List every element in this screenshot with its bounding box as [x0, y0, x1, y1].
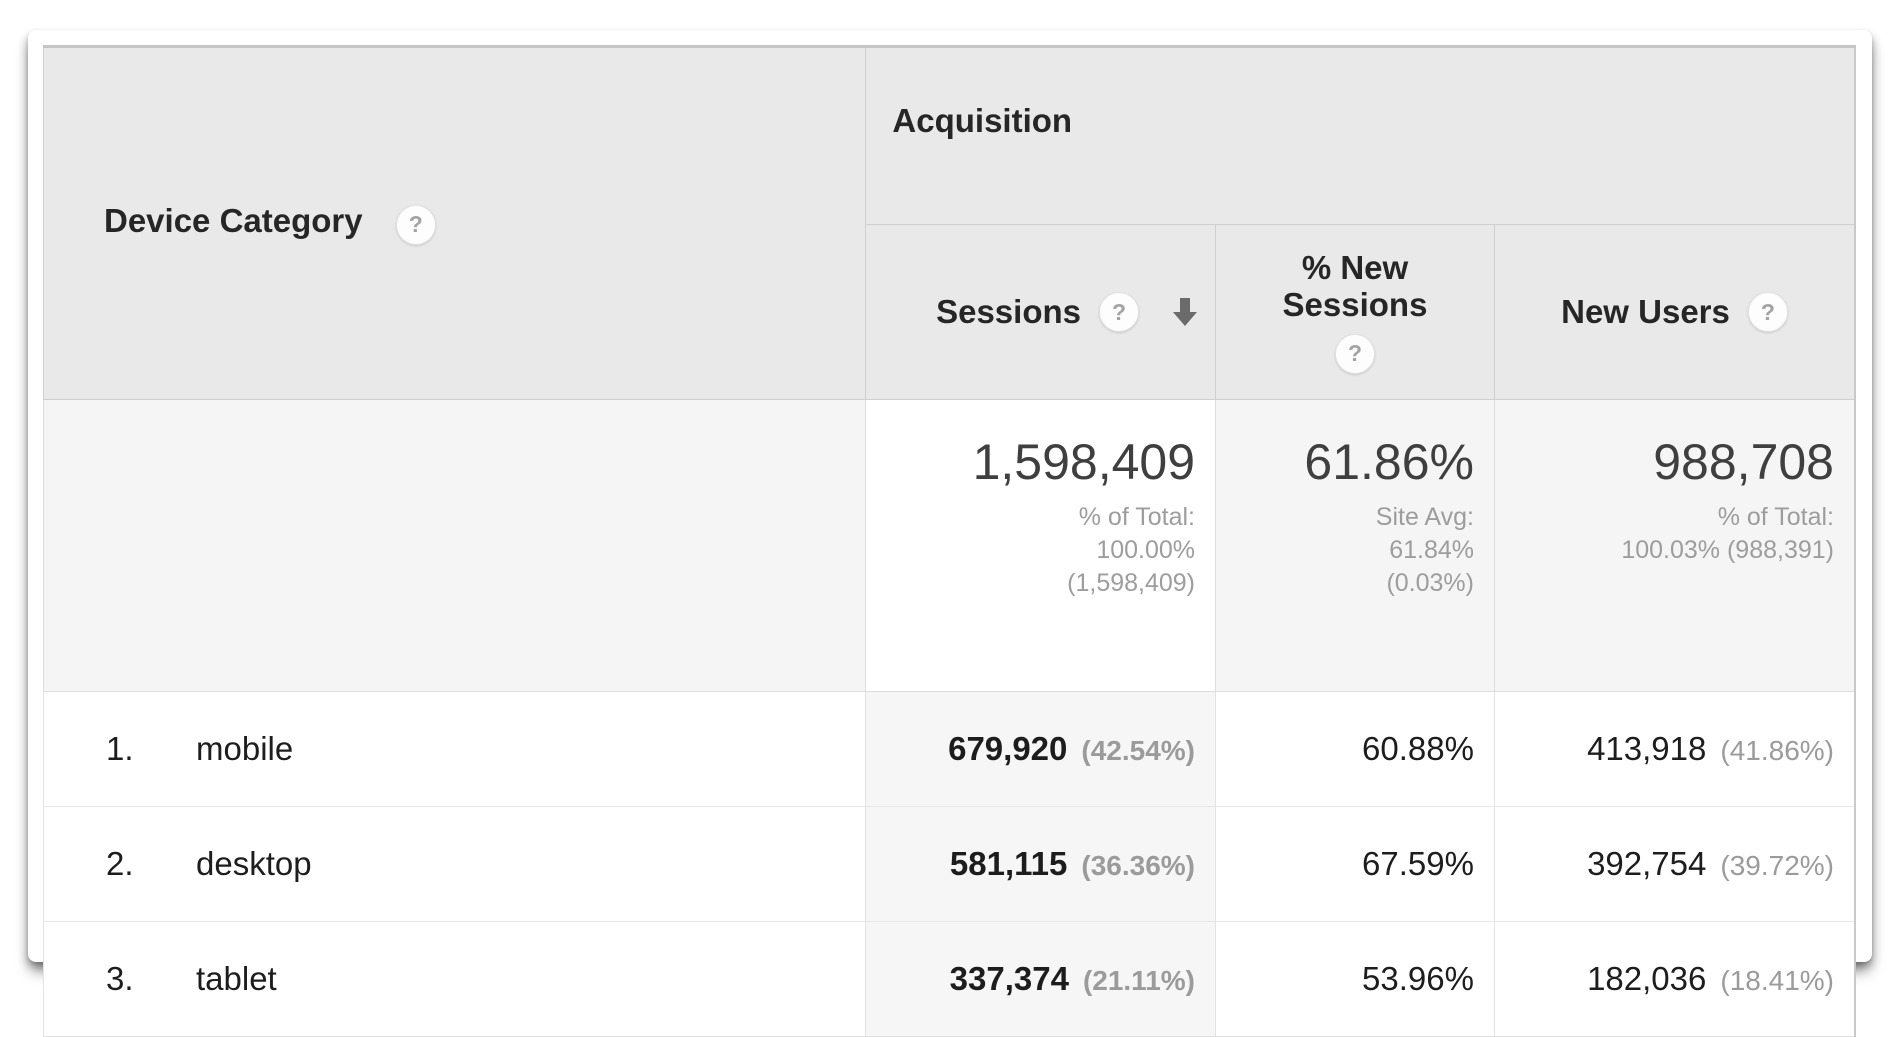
sessions-value: 679,920: [948, 730, 1068, 767]
sessions-percent: (42.54%): [1081, 735, 1196, 766]
summary-percent-new-sessions-cell: 61.86% Site Avg: 61.84% (0.03%): [1215, 399, 1495, 692]
summary-device-category-cell: [42, 399, 867, 692]
new-users-cell: 182,036 (18.41%): [1493, 921, 1856, 1037]
summary-sessions-cell: 1,598,409 % of Total: 100.00% (1,598,409…: [865, 399, 1217, 692]
device-cell: 1. mobile: [42, 691, 867, 807]
device-name: tablet: [196, 960, 277, 997]
column-header-new-users[interactable]: New Users ?: [1493, 224, 1856, 400]
percent-new-sessions-cell: 53.96%: [1215, 921, 1495, 1037]
new-users-label: New Users: [1561, 293, 1730, 330]
table-row: 3. tablet 337,374 (21.11%) 53.96% 182,036 (…: [42, 921, 1856, 1037]
row-index: 2.: [106, 845, 134, 882]
device-name: desktop: [196, 845, 312, 882]
sessions-total-subtext: % of Total: 100.00% (1,598,409): [1067, 502, 1196, 597]
percent-new-sessions-total-value: 61.86%: [1304, 434, 1474, 490]
sessions-cell: 337,374 (21.11%): [865, 921, 1217, 1037]
device-cell: 3. tablet: [42, 921, 867, 1037]
device-cell: 2. desktop: [42, 806, 867, 922]
help-icon[interactable]: ?: [1099, 292, 1140, 332]
sort-descending-icon[interactable]: [1165, 292, 1205, 332]
column-header-device-category[interactable]: Device Category ?: [42, 46, 867, 400]
percent-new-sessions-value: 60.88%: [1362, 730, 1474, 767]
percent-new-sessions-label-line1: % New: [1301, 249, 1409, 287]
table-row: 1. mobile 679,920 (42.54%) 60.88% 413,918 (…: [42, 691, 1856, 807]
sessions-cell: 581,115 (36.36%): [865, 806, 1217, 922]
sessions-percent: (21.11%): [1082, 965, 1196, 996]
new-users-percent: (18.41%): [1720, 965, 1834, 996]
header-metrics-row: Sessions ? % New Sessions ? New Users ?: [44, 224, 1856, 400]
acquisition-label: Acquisition: [892, 102, 1073, 139]
column-header-sessions[interactable]: Sessions ?: [865, 224, 1217, 400]
percent-new-sessions-value: 67.59%: [1362, 845, 1474, 882]
summary-new-users-cell: 988,708 % of Total: 100.03% (988,391): [1493, 399, 1856, 692]
analytics-table-card: Device Category ? Acquisition Sessions ?: [28, 30, 1872, 1037]
device-category-table: Device Category ? Acquisition Sessions ?: [42, 45, 1856, 1037]
percent-new-sessions-cell: 60.88%: [1215, 691, 1495, 807]
percent-new-sessions-value: 53.96%: [1362, 960, 1474, 997]
table-row: 2. desktop 581,115 (36.36%) 67.59% 392,754…: [42, 806, 1856, 922]
percent-new-sessions-label-line2: Sessions: [1282, 286, 1428, 323]
new-users-total-value: 988,708: [1653, 434, 1834, 490]
device-name: mobile: [196, 730, 294, 767]
column-header-percent-new-sessions[interactable]: % New Sessions ?: [1215, 224, 1495, 400]
header-group-row: Device Category ? Acquisition: [42, 46, 1856, 400]
sessions-percent: (36.36%): [1081, 850, 1196, 881]
new-users-value: 413,918: [1587, 730, 1707, 767]
sessions-total-value: 1,598,409: [972, 434, 1196, 490]
percent-new-sessions-cell: 67.59%: [1215, 806, 1495, 922]
new-users-total-subtext: % of Total: 100.03% (988,391): [1621, 502, 1834, 564]
group-header-acquisition: Acquisition: [865, 46, 1856, 225]
new-users-value: 182,036: [1587, 960, 1707, 997]
percent-new-sessions-total-subtext: Site Avg: 61.84% (0.03%): [1375, 502, 1474, 597]
new-users-percent: (39.72%): [1720, 850, 1834, 881]
summary-row: 1,598,409 % of Total: 100.00% (1,598,409…: [42, 399, 1856, 692]
new-users-cell: 413,918 (41.86%): [1493, 691, 1856, 807]
sessions-value: 337,374: [949, 960, 1069, 997]
new-users-value: 392,754: [1587, 845, 1707, 882]
new-users-percent: (41.86%): [1720, 735, 1834, 766]
sessions-label: Sessions: [936, 293, 1082, 330]
device-category-label: Device Category: [104, 202, 363, 240]
sessions-cell: 679,920 (42.54%): [865, 691, 1217, 807]
row-index: 3.: [106, 960, 134, 997]
help-icon[interactable]: ?: [395, 204, 436, 245]
new-users-cell: 392,754 (39.72%): [1493, 806, 1856, 922]
help-icon[interactable]: ?: [1335, 333, 1375, 374]
sessions-value: 581,115: [949, 845, 1068, 882]
help-icon[interactable]: ?: [1747, 292, 1788, 332]
row-index: 1.: [106, 730, 134, 767]
